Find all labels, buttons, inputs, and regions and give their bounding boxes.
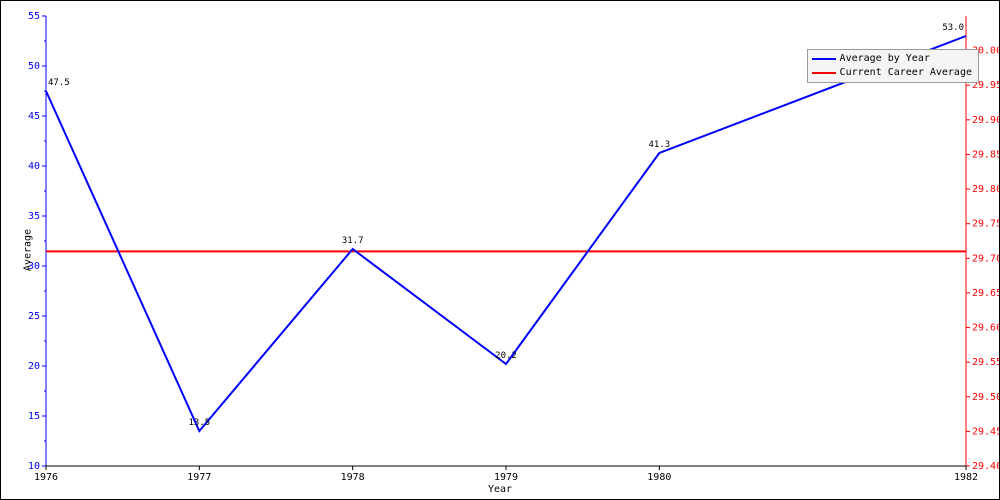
y-axis-left-label: Average: [23, 229, 34, 271]
legend: Average by Year Current Career Average: [807, 49, 979, 83]
svg-text:10: 10: [28, 461, 40, 472]
svg-text:1976: 1976: [34, 472, 58, 483]
average-by-year-line: [46, 36, 966, 431]
svg-text:20: 20: [28, 361, 40, 372]
x-axis-label: Year: [488, 484, 512, 495]
data-label: 20.2: [495, 351, 517, 361]
data-label: 13.5: [188, 418, 210, 428]
svg-text:40: 40: [28, 161, 40, 172]
svg-text:35: 35: [28, 211, 40, 222]
svg-text:55: 55: [28, 11, 40, 22]
svg-text:29.40: 29.40: [972, 461, 999, 472]
legend-label-1: Current Career Average: [840, 66, 972, 80]
svg-text:1979: 1979: [494, 472, 518, 483]
data-label: 47.5: [48, 78, 70, 88]
svg-text:29.75: 29.75: [972, 219, 999, 230]
svg-text:1982: 1982: [954, 472, 978, 483]
svg-text:45: 45: [28, 111, 40, 122]
svg-text:29.80: 29.80: [972, 184, 999, 195]
svg-text:29.70: 29.70: [972, 253, 999, 264]
svg-text:1978: 1978: [341, 472, 365, 483]
legend-swatch-0: [812, 58, 836, 60]
svg-text:29.55: 29.55: [972, 357, 999, 368]
chart-container: 1015202530354045505529.4029.4529.5029.55…: [0, 0, 1000, 500]
svg-text:1980: 1980: [647, 472, 671, 483]
legend-item-0: Average by Year: [812, 52, 972, 66]
svg-text:1977: 1977: [187, 472, 211, 483]
svg-text:15: 15: [28, 411, 40, 422]
data-label: 41.3: [648, 140, 670, 150]
svg-text:25: 25: [28, 311, 40, 322]
svg-text:50: 50: [28, 61, 40, 72]
legend-swatch-1: [812, 72, 836, 74]
data-label: 53.0: [942, 23, 964, 33]
svg-text:29.65: 29.65: [972, 288, 999, 299]
svg-text:29.45: 29.45: [972, 426, 999, 437]
legend-label-0: Average by Year: [840, 52, 930, 66]
data-label: 31.7: [342, 236, 364, 246]
svg-text:29.60: 29.60: [972, 323, 999, 334]
svg-text:29.50: 29.50: [972, 392, 999, 403]
svg-text:29.90: 29.90: [972, 115, 999, 126]
svg-text:29.85: 29.85: [972, 149, 999, 160]
legend-item-1: Current Career Average: [812, 66, 972, 80]
